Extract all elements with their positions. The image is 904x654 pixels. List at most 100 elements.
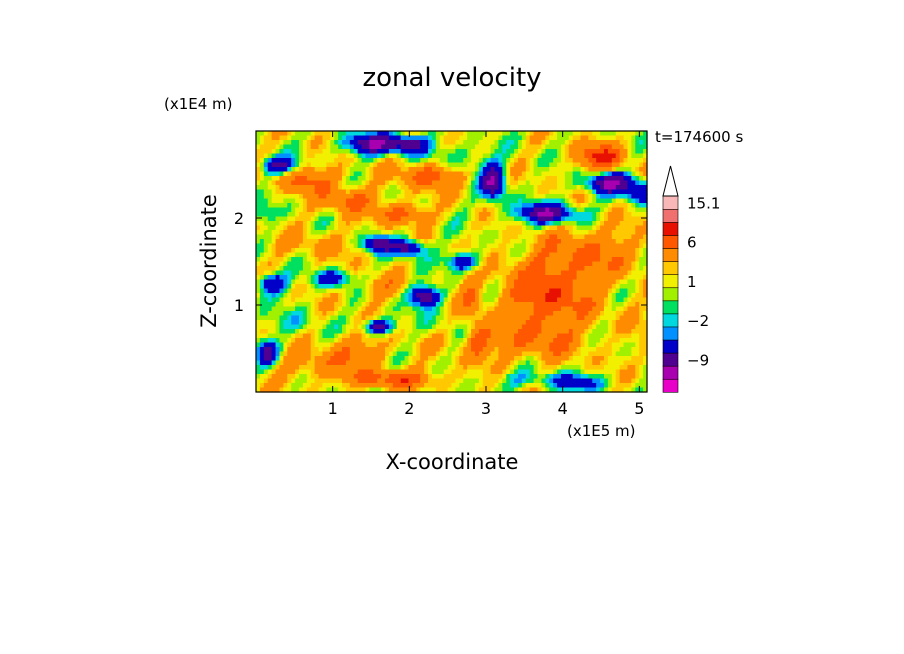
field-cell (619, 284, 625, 290)
field-cell (334, 279, 339, 285)
field-cell (314, 311, 320, 317)
field-cell (275, 180, 281, 186)
field-cell (541, 279, 546, 285)
field-cell (607, 288, 613, 294)
field-cell (353, 306, 359, 312)
field-cell (400, 351, 406, 357)
field-cell (365, 207, 370, 213)
field-cell (596, 158, 601, 164)
field-cell (330, 216, 335, 222)
field-cell (471, 216, 476, 222)
field-cell (537, 243, 543, 249)
field-cell (318, 221, 324, 227)
field-cell (420, 275, 425, 281)
field-cell (408, 230, 413, 236)
field-cell (623, 203, 629, 209)
field-cell (353, 144, 359, 150)
field-cell (439, 279, 445, 285)
field-cell (502, 306, 507, 312)
field-cell (545, 347, 550, 353)
field-cell (365, 189, 370, 195)
field-cell (560, 234, 566, 240)
field-cell (576, 248, 582, 254)
field-cell (377, 252, 382, 258)
field-cell (263, 347, 269, 353)
field-cell (416, 261, 421, 267)
field-cell (467, 158, 472, 164)
field-cell (404, 180, 410, 186)
field-cell (549, 171, 554, 177)
field-cell (420, 158, 425, 164)
field-cell (373, 302, 378, 308)
field-cell (435, 216, 441, 222)
field-cell (627, 284, 632, 290)
field-cell (533, 153, 539, 159)
field-cell (392, 207, 398, 213)
field-cell (510, 221, 515, 227)
field-cell (259, 140, 265, 146)
field-cell (471, 329, 476, 335)
field-cell (560, 221, 566, 227)
field-cell (615, 320, 621, 326)
field-cell (330, 342, 335, 348)
field-cell (560, 338, 566, 344)
field-cell (580, 144, 586, 150)
field-cell (263, 171, 269, 177)
field-cell (635, 149, 640, 155)
field-cell (486, 252, 492, 258)
field-cell (459, 252, 464, 258)
field-cell (631, 333, 636, 339)
field-cell (369, 212, 374, 218)
field-cell (259, 212, 265, 218)
field-cell (314, 293, 320, 299)
field-cell (553, 239, 558, 245)
field-cell (424, 279, 429, 285)
field-cell (631, 212, 636, 218)
field-cell (619, 216, 625, 222)
field-cell (299, 176, 304, 182)
field-cell (431, 198, 437, 204)
field-cell (299, 140, 304, 146)
field-cell (494, 180, 500, 186)
field-cell (545, 324, 550, 330)
field-cell (345, 342, 351, 348)
field-cell (357, 158, 363, 164)
field-cell (568, 324, 574, 330)
field-cell (369, 315, 374, 321)
field-cell (377, 347, 382, 353)
field-cell (443, 243, 449, 249)
field-cell (514, 261, 519, 267)
field-cell (506, 275, 511, 281)
field-cell (607, 248, 613, 254)
field-cell (584, 171, 589, 177)
field-cell (283, 293, 288, 299)
field-cell (381, 221, 386, 227)
field-cell (365, 194, 370, 200)
field-cell (424, 257, 429, 263)
field-cell (584, 135, 589, 141)
field-cell (502, 225, 507, 231)
field-cell (615, 221, 621, 227)
field-cell (373, 347, 378, 353)
field-cell (256, 284, 261, 290)
field-cell (291, 221, 296, 227)
field-cell (514, 248, 519, 254)
field-cell (603, 270, 609, 276)
field-cell (576, 257, 582, 263)
field-cell (478, 225, 484, 231)
field-cell (334, 293, 339, 299)
field-cell (291, 207, 296, 213)
field-cell (302, 297, 308, 303)
field-cell (584, 261, 589, 267)
field-cell (428, 185, 433, 191)
field-cell (404, 243, 410, 249)
field-cell (400, 135, 406, 141)
field-cell (365, 185, 370, 191)
field-cell (564, 257, 570, 263)
field-cell (588, 248, 593, 254)
field-cell (568, 135, 574, 141)
field-cell (623, 261, 629, 267)
field-cell (471, 149, 476, 155)
field-cell (455, 311, 460, 317)
field-cell (502, 248, 507, 254)
